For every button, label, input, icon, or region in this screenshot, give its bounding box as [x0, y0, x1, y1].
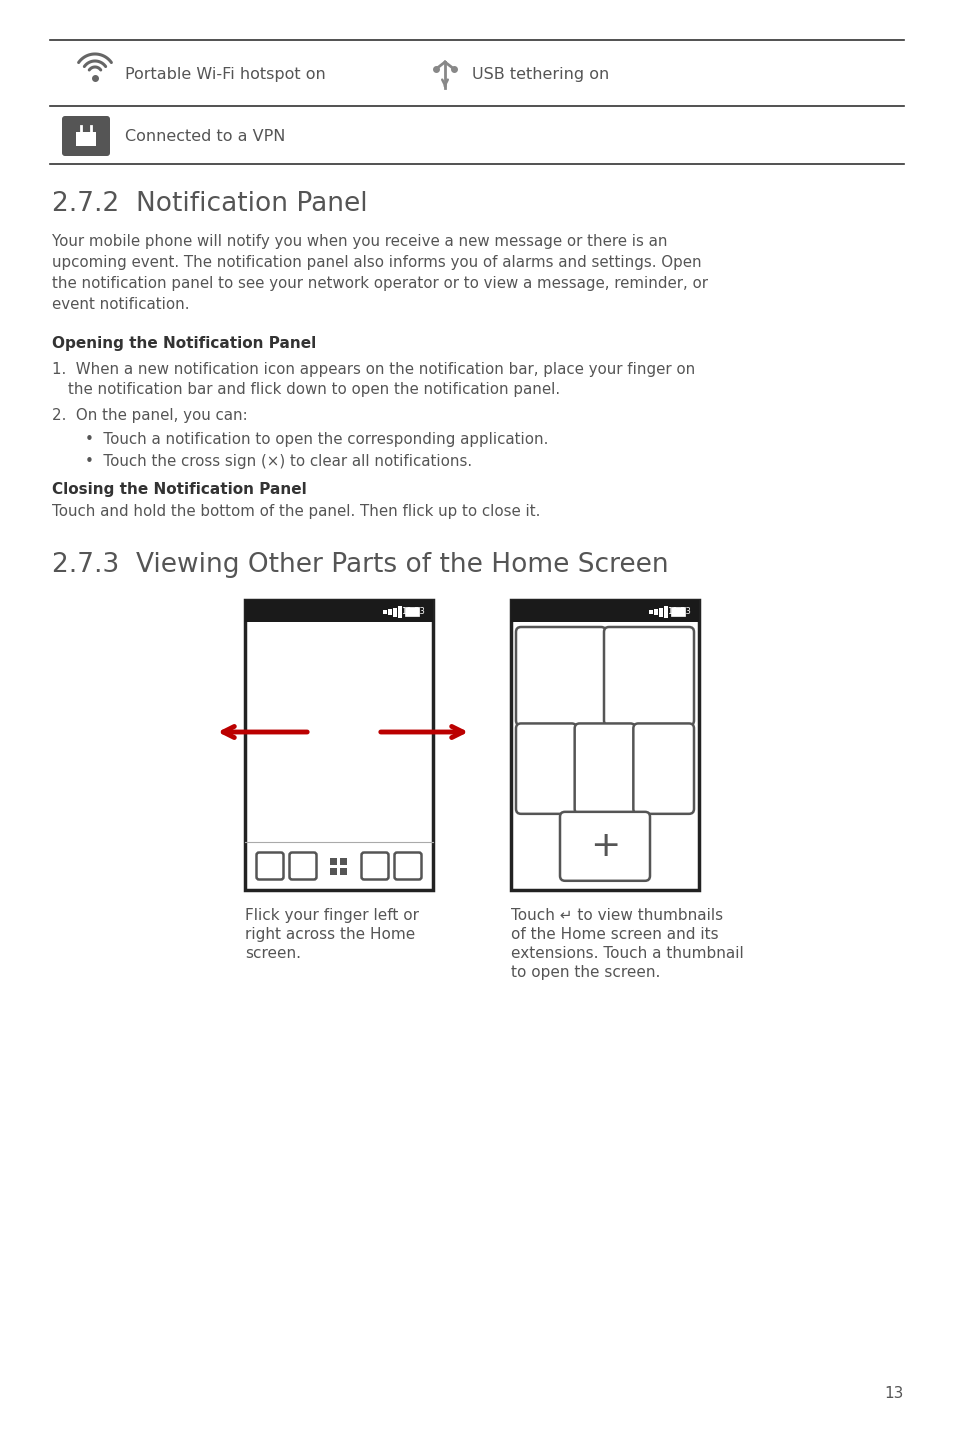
FancyBboxPatch shape — [516, 627, 605, 726]
FancyBboxPatch shape — [574, 723, 635, 815]
Bar — [663, 606, 667, 617]
FancyBboxPatch shape — [62, 116, 110, 156]
Text: 2.7.2  Notification Panel: 2.7.2 Notification Panel — [52, 191, 367, 217]
FancyBboxPatch shape — [256, 853, 283, 879]
Text: 1.  When a new notification icon appears on the notification bar, place your fin: 1. When a new notification icon appears … — [52, 362, 695, 377]
Bar — [405, 607, 418, 616]
Text: upcoming event. The notification panel also informs you of alarms and settings. : upcoming event. The notification panel a… — [52, 254, 700, 270]
FancyBboxPatch shape — [633, 723, 693, 815]
Text: Touch ↵ to view thumbnails: Touch ↵ to view thumbnails — [511, 907, 722, 923]
Text: the notification panel to see your network operator or to view a message, remind: the notification panel to see your netwo… — [52, 276, 707, 292]
FancyBboxPatch shape — [603, 627, 693, 726]
Text: 10:23: 10:23 — [666, 606, 690, 616]
Bar — [339, 867, 347, 875]
Text: •  Touch a notification to open the corresponding application.: • Touch a notification to open the corre… — [85, 432, 548, 447]
Bar — [388, 609, 392, 614]
Text: USB tethering on: USB tethering on — [472, 67, 609, 81]
Text: right across the Home: right across the Home — [245, 927, 415, 942]
Bar — [511, 600, 699, 622]
Text: of the Home screen and its: of the Home screen and its — [511, 927, 718, 942]
Bar — [76, 131, 96, 146]
FancyBboxPatch shape — [559, 812, 649, 880]
Text: Portable Wi-Fi hotspot on: Portable Wi-Fi hotspot on — [125, 67, 325, 81]
Bar — [397, 606, 401, 617]
Text: Your mobile phone will notify you when you receive a new message or there is an: Your mobile phone will notify you when y… — [52, 234, 667, 249]
FancyBboxPatch shape — [289, 853, 316, 879]
Text: Flick your finger left or: Flick your finger left or — [245, 907, 418, 923]
Bar — [393, 607, 396, 616]
Text: Touch and hold the bottom of the panel. Then flick up to close it.: Touch and hold the bottom of the panel. … — [52, 504, 539, 519]
Text: 10:23: 10:23 — [400, 606, 424, 616]
Text: event notification.: event notification. — [52, 297, 190, 312]
FancyBboxPatch shape — [395, 853, 421, 879]
Text: 2.  On the panel, you can:: 2. On the panel, you can: — [52, 409, 248, 423]
Bar — [511, 600, 699, 890]
Text: 2.7.3  Viewing Other Parts of the Home Screen: 2.7.3 Viewing Other Parts of the Home Sc… — [52, 552, 668, 577]
FancyBboxPatch shape — [361, 853, 388, 879]
Text: the notification bar and flick down to open the notification panel.: the notification bar and flick down to o… — [68, 382, 559, 397]
Bar — [96, 136, 101, 141]
Text: •  Touch the cross sign (×) to clear all notifications.: • Touch the cross sign (×) to clear all … — [85, 454, 472, 469]
Text: Connected to a VPN: Connected to a VPN — [125, 129, 285, 143]
Bar — [670, 607, 684, 616]
Bar — [382, 610, 387, 614]
Bar — [330, 867, 336, 875]
Text: screen.: screen. — [245, 946, 301, 960]
Text: 13: 13 — [883, 1386, 903, 1400]
Bar — [339, 857, 347, 865]
FancyBboxPatch shape — [516, 723, 576, 815]
Bar — [330, 857, 336, 865]
Bar — [245, 600, 433, 890]
Text: +: + — [589, 829, 619, 863]
Bar — [654, 609, 658, 614]
Bar — [659, 607, 662, 616]
Text: Opening the Notification Panel: Opening the Notification Panel — [52, 336, 315, 352]
Text: to open the screen.: to open the screen. — [511, 965, 659, 980]
Bar — [648, 610, 652, 614]
Bar — [245, 600, 433, 622]
Text: extensions. Touch a thumbnail: extensions. Touch a thumbnail — [511, 946, 743, 960]
Text: Closing the Notification Panel: Closing the Notification Panel — [52, 482, 307, 497]
